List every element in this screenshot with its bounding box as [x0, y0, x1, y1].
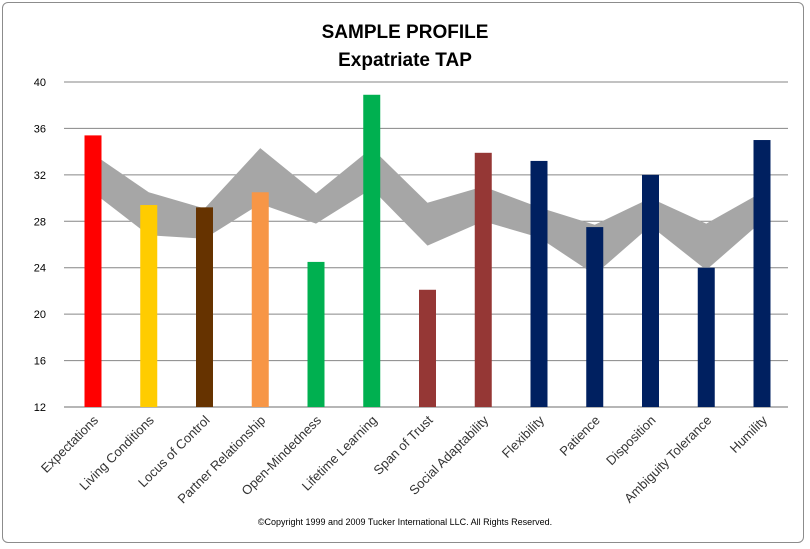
norm-range-band: [93, 148, 762, 275]
y-tick-label-24: 24: [34, 263, 46, 275]
x-tick-label-8: Flexibility: [499, 412, 548, 461]
bar-6: [419, 289, 436, 407]
y-tick-label-12: 12: [34, 402, 46, 414]
x-tick-label-10: Disposition: [603, 413, 659, 469]
bar-1: [140, 205, 158, 407]
bar-0: [84, 135, 102, 407]
y-tick-label-16: 16: [34, 356, 46, 368]
bar-12: [753, 140, 771, 408]
bar-7: [474, 152, 492, 407]
x-tick-label-9: Patience: [556, 413, 602, 459]
bar-10: [642, 174, 659, 407]
copyright-notice: ©Copyright 1999 and 2009 Tucker Internat…: [257, 517, 553, 527]
y-tick-label-28: 28: [34, 216, 46, 228]
bar-2: [196, 207, 213, 407]
x-tick-label-12: Humility: [727, 412, 771, 456]
bar-4: [307, 261, 325, 407]
bar-9: [586, 227, 604, 407]
y-tick-label-40: 40: [34, 77, 46, 89]
y-tick-label-20: 20: [34, 309, 46, 321]
bar-11: [697, 267, 715, 407]
chart-frame: [2, 2, 804, 543]
bar-8: [530, 160, 548, 407]
chart-title: SAMPLE PROFILE: [321, 22, 489, 43]
y-tick-label-36: 36: [34, 123, 46, 135]
y-tick-label-32: 32: [34, 170, 46, 182]
bar-3: [251, 192, 269, 407]
chart-subtitle: Expatriate TAP: [338, 50, 472, 71]
bar-5: [363, 94, 381, 408]
